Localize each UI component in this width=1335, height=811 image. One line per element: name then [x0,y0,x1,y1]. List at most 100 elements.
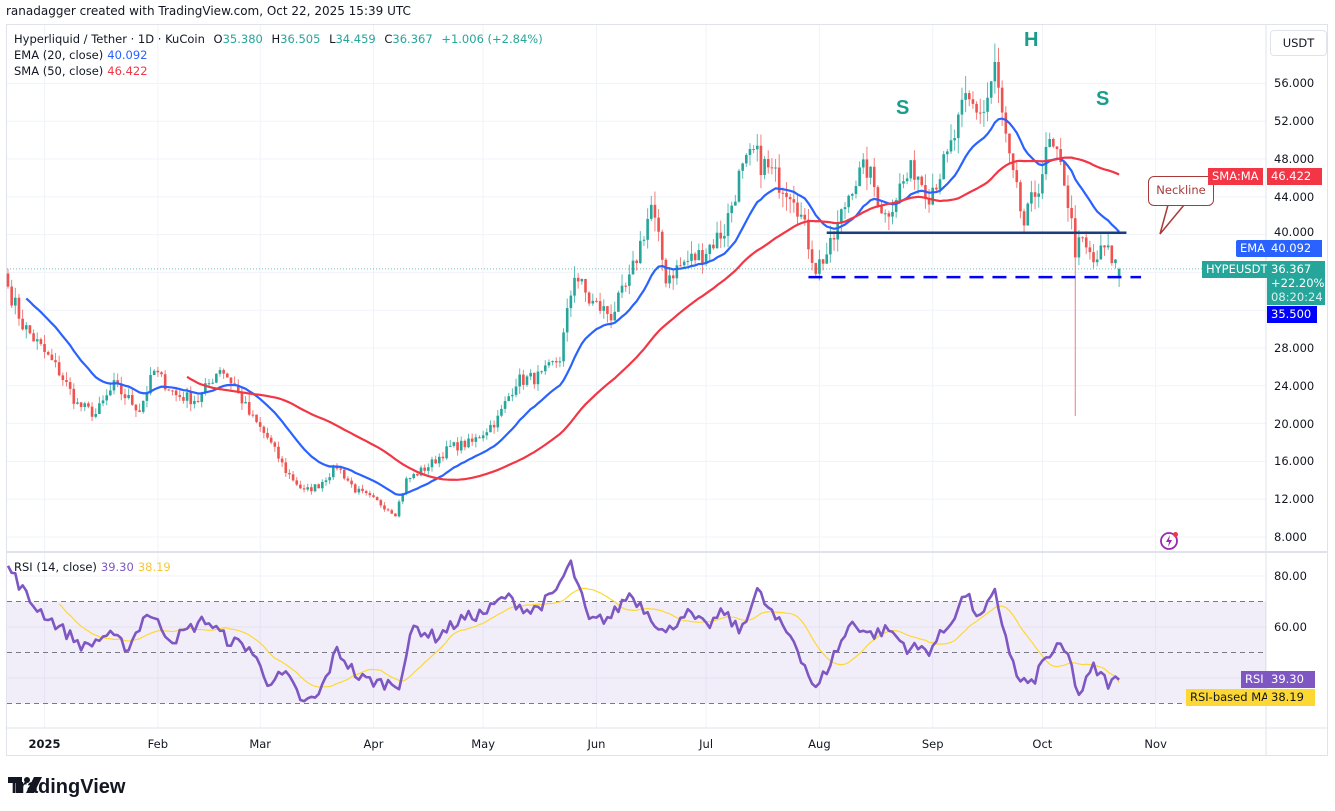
candle-body [1088,247,1092,253]
rsi-tag-name: RSI [1241,671,1268,688]
candle-body [763,159,766,175]
grid-lines [7,25,1327,756]
candle [664,257,668,288]
symbol-tag-name: HYPEUSDT [1202,261,1272,278]
candle [1022,208,1026,233]
candle-body [587,292,591,304]
candle [755,134,759,162]
candle-body [1022,211,1026,226]
candle [818,249,821,281]
candle [193,395,196,409]
candle [723,224,726,248]
candle-body [83,403,87,407]
candle-body [247,402,251,415]
candle-body [211,382,214,384]
candle [989,81,993,104]
candle [109,384,112,397]
candle [61,372,65,386]
candle-body [500,408,503,416]
candle [277,441,280,463]
candle [291,470,295,482]
candle-body [321,481,324,489]
rsi-legend[interactable]: RSI (14, close) 39.30 38.19 [14,560,171,574]
candle [631,250,635,275]
rsi-ma-legend-value: 38.19 [137,560,171,574]
candle-body [152,370,156,376]
candle-body [935,187,938,190]
candle-body [193,400,196,405]
candle-body [397,501,401,517]
candle-body [109,390,112,396]
candle [986,82,989,122]
candle-body [1030,192,1033,204]
candle [1103,244,1106,256]
ema-tag-name: EMA [1236,240,1270,257]
candle-body [865,159,869,178]
rsi-panel [6,559,1266,704]
candle-body [240,391,244,404]
candle [1015,162,1019,189]
candle-body [1092,252,1095,263]
candle-body [46,352,50,355]
candle [843,202,847,220]
candle-body [90,406,94,417]
neckline-callout[interactable]: Neckline [1148,176,1214,206]
ema-legend[interactable]: EMA (20, close) 40.092 [14,48,148,62]
currency-button[interactable]: USDT [1270,30,1327,56]
candle [832,230,836,251]
candle-body [642,239,646,241]
candle-body [1033,192,1037,197]
candle [522,369,525,390]
candle-body [207,383,211,385]
candle [1099,234,1103,260]
candle-body [595,300,598,302]
candle-body [715,232,719,249]
candle-body [372,495,375,498]
candle [708,243,712,262]
sma-legend[interactable]: SMA (50, close) 46.422 [14,64,148,78]
candle [452,441,456,448]
tradingview-logo[interactable]: TradingView [8,776,125,799]
candle-body [821,259,825,264]
time-tick-label: Oct [1032,737,1053,751]
candle-body [792,199,796,203]
candle-body [653,204,657,218]
candle-body [291,474,295,481]
candle [525,374,529,387]
candle-body [511,394,514,397]
candle [423,464,426,474]
candle-body [854,186,858,194]
candle [639,231,642,265]
candle-body [814,262,818,274]
time-tick-label: Nov [1144,737,1167,751]
candle-body [101,400,105,404]
candle-body [949,140,953,152]
lightning-alert-icon[interactable] [1159,530,1179,550]
candle-body [533,372,536,385]
candle [1033,180,1037,210]
candle [946,148,949,163]
candle [617,290,620,313]
candle-body [171,390,174,392]
candle [295,477,299,487]
candle-body [675,265,679,279]
candle-body [836,222,839,240]
candle [697,243,701,261]
candle [679,257,682,267]
candle-body [540,371,543,373]
ohlc-high-value: 36.505 [280,32,321,46]
candle-body [459,440,463,451]
ohlc-change: +1.006 (+2.84%) [441,32,543,46]
candle-body [697,250,701,261]
symbol-legend[interactable]: Hyperliquid / Tether · 1D · KuCoin O35.3… [14,32,543,46]
candle-body [880,206,883,214]
candle-body [657,217,660,232]
time-tick-label: May [471,737,496,751]
candle [649,195,653,222]
candle-body [463,440,467,448]
candle-body [379,500,383,506]
candle-body [1055,146,1059,150]
candle-body [6,273,10,287]
candle-body [204,383,207,393]
